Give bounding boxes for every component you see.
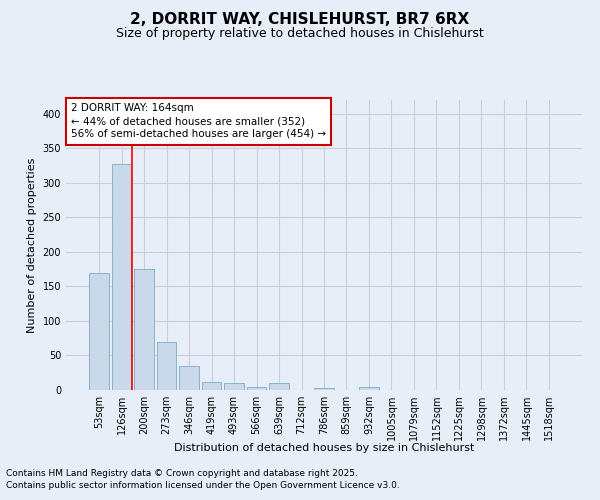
- Text: Contains HM Land Registry data © Crown copyright and database right 2025.: Contains HM Land Registry data © Crown c…: [6, 468, 358, 477]
- Bar: [89, 272, 109, 390]
- X-axis label: Distribution of detached houses by size in Chislehurst: Distribution of detached houses by size …: [174, 444, 474, 454]
- Text: 2, DORRIT WAY, CHISLEHURST, BR7 6RX: 2, DORRIT WAY, CHISLEHURST, BR7 6RX: [130, 12, 470, 28]
- Bar: [247, 386, 266, 390]
- Bar: [179, 366, 199, 390]
- Text: Size of property relative to detached houses in Chislehurst: Size of property relative to detached ho…: [116, 28, 484, 40]
- Text: 2 DORRIT WAY: 164sqm
← 44% of detached houses are smaller (352)
56% of semi-deta: 2 DORRIT WAY: 164sqm ← 44% of detached h…: [71, 103, 326, 140]
- Bar: [202, 382, 221, 390]
- Bar: [224, 383, 244, 390]
- Bar: [134, 269, 154, 390]
- Y-axis label: Number of detached properties: Number of detached properties: [27, 158, 37, 332]
- Bar: [359, 386, 379, 390]
- Bar: [269, 383, 289, 390]
- Bar: [112, 164, 131, 390]
- Bar: [314, 388, 334, 390]
- Text: Contains public sector information licensed under the Open Government Licence v3: Contains public sector information licen…: [6, 481, 400, 490]
- Bar: [157, 342, 176, 390]
